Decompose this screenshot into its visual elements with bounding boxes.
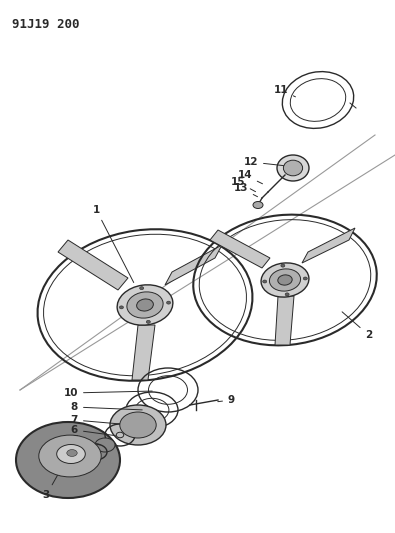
Ellipse shape <box>167 301 171 304</box>
Ellipse shape <box>120 412 156 438</box>
Polygon shape <box>302 228 355 263</box>
Text: 8: 8 <box>71 402 142 412</box>
Ellipse shape <box>285 293 289 296</box>
Text: 4: 4 <box>71 445 90 455</box>
Text: 14: 14 <box>237 170 263 184</box>
Ellipse shape <box>303 277 307 280</box>
Ellipse shape <box>146 320 150 324</box>
Ellipse shape <box>127 292 163 318</box>
Text: 10: 10 <box>64 388 152 398</box>
Text: 5: 5 <box>71 435 100 445</box>
Polygon shape <box>58 240 128 290</box>
Ellipse shape <box>269 269 301 291</box>
Ellipse shape <box>278 275 292 285</box>
Polygon shape <box>132 325 155 380</box>
Text: 91J19 200: 91J19 200 <box>12 18 79 31</box>
Text: 3: 3 <box>43 464 64 500</box>
Ellipse shape <box>95 438 115 452</box>
Ellipse shape <box>281 264 285 267</box>
Polygon shape <box>275 296 294 345</box>
Text: 2: 2 <box>342 312 372 340</box>
Polygon shape <box>210 230 270 268</box>
Ellipse shape <box>119 306 123 309</box>
Ellipse shape <box>277 155 309 181</box>
Text: 7: 7 <box>71 415 129 425</box>
Ellipse shape <box>110 405 166 445</box>
Ellipse shape <box>263 280 267 283</box>
Text: 13: 13 <box>233 183 258 197</box>
Ellipse shape <box>140 287 144 289</box>
Ellipse shape <box>283 160 303 176</box>
Text: 11: 11 <box>273 85 295 97</box>
Ellipse shape <box>67 449 77 456</box>
Text: 9: 9 <box>218 395 235 405</box>
Ellipse shape <box>261 263 309 297</box>
Ellipse shape <box>117 285 173 325</box>
Ellipse shape <box>39 435 101 477</box>
Text: 6: 6 <box>71 425 115 435</box>
Ellipse shape <box>253 201 263 208</box>
Text: 12: 12 <box>243 157 284 167</box>
Polygon shape <box>165 245 222 285</box>
Ellipse shape <box>16 422 120 498</box>
Ellipse shape <box>137 299 153 311</box>
Ellipse shape <box>57 445 85 464</box>
Text: 15: 15 <box>231 177 256 192</box>
Text: 1: 1 <box>93 205 134 282</box>
